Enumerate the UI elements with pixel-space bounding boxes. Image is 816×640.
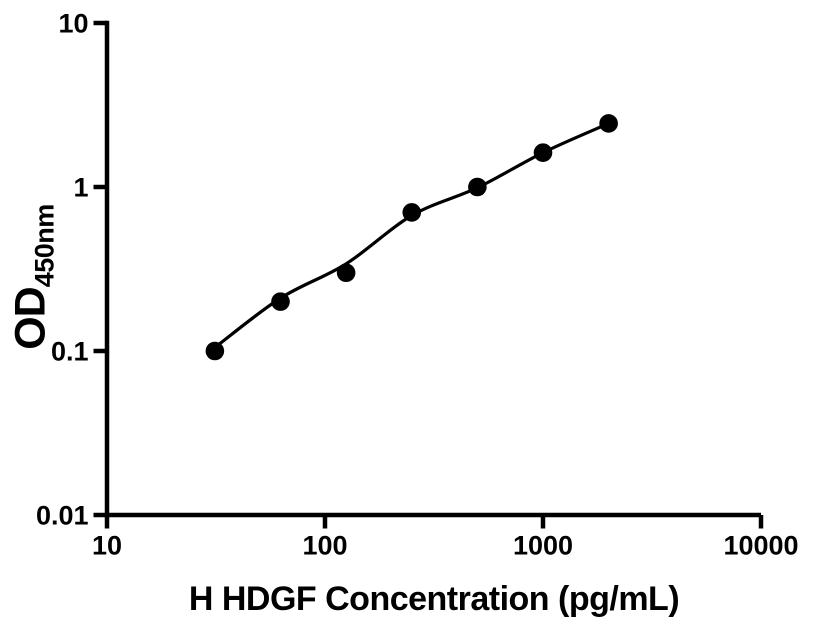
axes bbox=[93, 20, 764, 529]
data-point bbox=[205, 341, 225, 361]
x-axis-title: H HDGF Concentration (pg/mL) bbox=[188, 580, 680, 618]
data-point bbox=[533, 143, 553, 162]
data-point bbox=[599, 114, 618, 133]
data-point bbox=[468, 177, 487, 197]
data-point bbox=[402, 203, 422, 222]
data-points bbox=[205, 114, 618, 361]
y-axis-title-subscript: 450nm bbox=[29, 204, 60, 288]
y-tick-label: 1 bbox=[73, 173, 88, 203]
y-axis-title: OD450nm bbox=[6, 204, 60, 350]
y-tick-label: 0.01 bbox=[36, 501, 89, 531]
y-tick-label: 10 bbox=[58, 9, 88, 39]
axis-line bbox=[104, 20, 761, 518]
data-point bbox=[271, 292, 290, 311]
y-tick-label: 0.1 bbox=[51, 337, 89, 367]
x-tick-label: 1000 bbox=[513, 531, 573, 561]
tick-labels: 0.01 0.1 1 10 10 100 1000 10000 bbox=[36, 9, 799, 561]
x-tick-label: 100 bbox=[302, 531, 347, 561]
data-point bbox=[336, 263, 356, 283]
x-tick-label: 10000 bbox=[723, 531, 798, 561]
x-tick-label: 10 bbox=[92, 531, 122, 561]
y-axis-title-main: OD bbox=[6, 287, 55, 350]
